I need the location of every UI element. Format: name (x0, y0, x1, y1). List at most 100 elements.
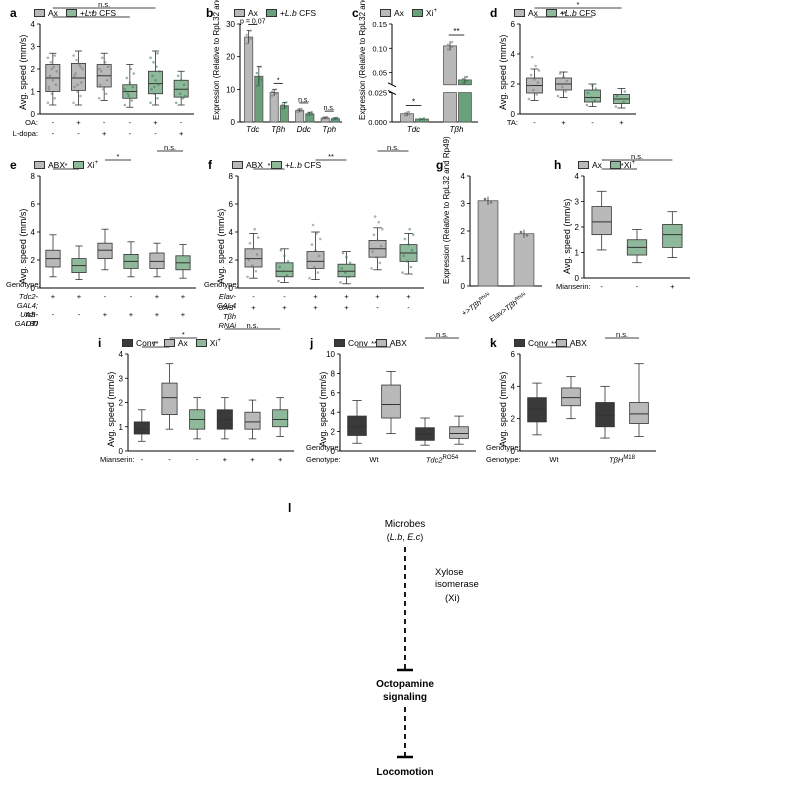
svg-text:1: 1 (461, 255, 466, 264)
svg-text:10: 10 (226, 85, 235, 94)
svg-text:8: 8 (229, 172, 234, 181)
svg-text:4: 4 (461, 172, 466, 181)
svg-text:6: 6 (31, 200, 36, 209)
legend-swatch (546, 9, 557, 17)
svg-text:2: 2 (511, 415, 516, 424)
legend-swatch (514, 9, 525, 17)
svg-text:0.10: 0.10 (372, 44, 387, 53)
svg-text:(Xi): (Xi) (445, 593, 460, 604)
svg-text:4: 4 (31, 20, 36, 29)
svg-text:0: 0 (231, 118, 236, 127)
svg-text:4: 4 (119, 350, 124, 359)
svg-text:Locomotion: Locomotion (376, 767, 433, 778)
svg-text:**: ** (328, 152, 334, 161)
svg-text:8: 8 (31, 172, 36, 181)
svg-text:2: 2 (331, 428, 336, 437)
legend-swatch (376, 339, 387, 347)
svg-text:**: ** (453, 27, 459, 36)
svg-text:30: 30 (226, 20, 235, 29)
svg-text:6: 6 (511, 20, 516, 29)
legend-swatch (334, 339, 345, 347)
svg-text:n.s.: n.s. (164, 143, 176, 152)
svg-text:6: 6 (331, 389, 336, 398)
legend-swatch (122, 339, 133, 347)
legend-swatch (196, 339, 207, 347)
svg-text:signaling: signaling (383, 692, 427, 703)
legend-swatch (556, 339, 567, 347)
svg-text:1: 1 (31, 88, 36, 97)
svg-text:4: 4 (575, 172, 580, 181)
svg-text:Ddc: Ddc (297, 125, 311, 134)
svg-text:1: 1 (575, 249, 580, 258)
svg-text:Xylose: Xylose (435, 567, 464, 578)
svg-text:*: * (412, 97, 415, 106)
svg-text:2: 2 (511, 80, 516, 89)
legend-swatch (412, 9, 423, 17)
svg-text:isomerase: isomerase (435, 579, 479, 590)
panel-e: eABXXi+02468**n.s.Avg. speed (mm/s)Tdc2-… (12, 162, 202, 322)
svg-text:6: 6 (229, 200, 234, 209)
panel-d: dAx+L.b CFS0246***n.s.Avg. speed (mm/s)T… (492, 10, 642, 148)
svg-text:p = 0.07: p = 0.07 (240, 19, 266, 26)
svg-text:Tdc: Tdc (407, 125, 420, 134)
svg-text:4: 4 (229, 228, 234, 237)
panel-f: fABX+L.b CFS02468***n.s.Avg. speed (mm/s… (210, 162, 430, 322)
legend-swatch (66, 9, 77, 17)
svg-text:n.s.: n.s. (246, 321, 258, 330)
svg-text:0.05: 0.05 (372, 69, 387, 78)
panel-h: hAxXi+01234***n.s.Avg. speed (mm/s)Mians… (556, 162, 696, 312)
panel-a: aAx+L.b CFS01234**n.s.*Avg. speed (mm/s)… (12, 10, 200, 148)
svg-text:4: 4 (511, 382, 516, 391)
svg-text:4: 4 (331, 408, 336, 417)
svg-text:n.s.: n.s. (298, 97, 309, 104)
svg-text:0.000: 0.000 (368, 118, 387, 127)
svg-text:Tβh: Tβh (450, 125, 464, 134)
panel-i: iConvAxXi+01234***n.s.Avg. speed (mm/s)M… (100, 340, 300, 485)
svg-text:+>TβhRNAi: +>TβhRNAi (460, 291, 493, 318)
panel-c: cAxXi+0.050.100.150.0000.025Tdc*Tβh**Exp… (354, 10, 484, 148)
svg-text:2: 2 (119, 399, 124, 408)
svg-text:2: 2 (575, 223, 580, 232)
svg-text:3: 3 (119, 374, 124, 383)
panel-j: jConvABX0246810**n.s.Avg. speed (mm/s)Ge… (312, 340, 482, 485)
svg-text:n.s.: n.s. (387, 143, 399, 152)
svg-text:*: * (117, 152, 120, 161)
svg-text:Microbes: Microbes (385, 519, 426, 530)
legend-swatch (234, 9, 245, 17)
svg-text:3: 3 (461, 200, 466, 209)
legend-swatch (271, 161, 282, 169)
svg-text:Octopamine: Octopamine (376, 679, 434, 690)
svg-text:Tβh: Tβh (271, 125, 285, 134)
panel-l: lMicrobes(L.b, E.c)Xyloseisomerase(Xi)Oc… (290, 505, 550, 790)
svg-text:10: 10 (326, 350, 335, 359)
svg-text:8: 8 (331, 369, 336, 378)
svg-text:3: 3 (575, 198, 580, 207)
svg-text:4: 4 (31, 228, 36, 237)
legend-swatch (34, 161, 45, 169)
panel-b: bAx+L.b CFS0102030Tdcp = 0.07Tβh*Ddcn.s.… (208, 10, 348, 148)
svg-text:2: 2 (31, 256, 36, 265)
svg-text:*: * (277, 77, 280, 84)
legend-swatch (610, 161, 621, 169)
svg-text:20: 20 (226, 53, 235, 62)
svg-text:n.s.: n.s. (616, 330, 628, 339)
svg-text:Elav>TβhRNAi: Elav>TβhRNAi (488, 291, 529, 323)
legend-swatch (164, 339, 175, 347)
svg-text:(L.b, E.c): (L.b, E.c) (387, 532, 424, 542)
svg-text:0: 0 (461, 282, 466, 291)
svg-text:4: 4 (511, 50, 516, 59)
svg-text:2: 2 (229, 256, 234, 265)
svg-text:Tph: Tph (322, 125, 336, 134)
svg-text:6: 6 (511, 350, 516, 359)
legend-swatch (232, 161, 243, 169)
panel-k: kConvABX0246**n.s.Avg. speed (mm/s)Genot… (492, 340, 662, 485)
svg-text:0.15: 0.15 (372, 20, 387, 29)
legend-swatch (578, 161, 589, 169)
panel-g: g01234+>TβhRNAiElav>TβhRNAiExpression (R… (438, 162, 548, 312)
legend-swatch (514, 339, 525, 347)
legend-swatch (380, 9, 391, 17)
svg-text:n.s.: n.s. (324, 105, 335, 112)
svg-text:Tdc: Tdc (246, 125, 259, 134)
svg-text:3: 3 (31, 43, 36, 52)
legend-swatch (73, 161, 84, 169)
